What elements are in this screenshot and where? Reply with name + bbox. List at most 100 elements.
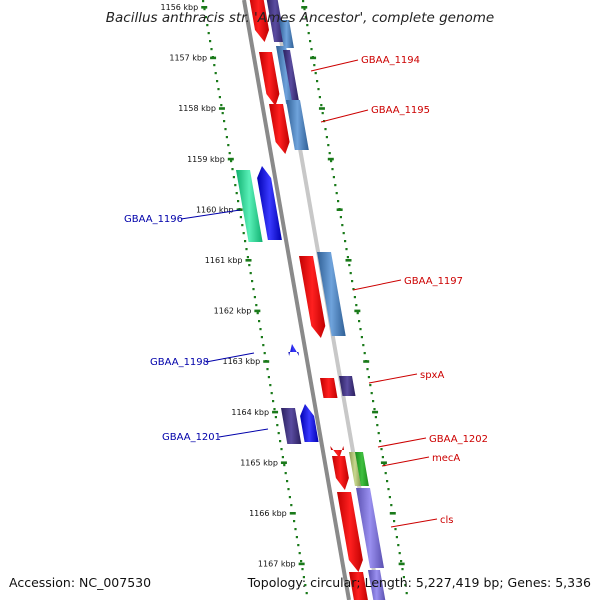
track-dot [259,328,262,331]
track-dot [345,248,348,251]
gene-arrow[interactable] [337,492,363,572]
track-dot [325,136,328,139]
track-dot [246,256,249,259]
track-dot [376,424,379,427]
gene-arrow[interactable] [265,0,286,42]
track-dot [206,24,209,27]
track-dot [218,96,221,99]
gene-label-cls[interactable]: cls [440,515,454,526]
gene-arrow[interactable] [236,170,263,242]
gene-arrow[interactable] [332,456,349,490]
tick-mark-right [301,6,308,9]
gene-label-gbaa-1198[interactable]: GBAA_1198 [150,357,209,368]
track-dot [352,288,355,291]
track-dot [274,416,277,419]
gene-label-gbaa-1202[interactable]: GBAA_1202 [429,434,488,445]
track-dot [373,408,376,411]
gene-arrow[interactable] [355,452,369,486]
tick-mark-left [227,157,234,161]
track-dot [214,72,217,75]
track-dot [398,552,401,555]
track-dot [210,48,213,51]
gene-label-spxa[interactable]: spxA [420,370,444,381]
gene-arrow[interactable] [269,104,290,154]
track-dot [276,424,279,427]
track-dot [363,352,366,355]
gene-arrow[interactable] [349,572,368,600]
track-dot [381,456,384,459]
gene-arrow[interactable] [286,100,309,150]
track-dot [324,128,327,131]
leader-line [218,428,269,438]
track-dot [253,296,256,299]
track-dot [270,392,273,395]
gene-arrow[interactable] [368,570,386,600]
track-dot [348,264,351,267]
tick-mark-left [280,461,287,464]
track-dot [386,480,389,483]
tick-mark-right [310,56,317,60]
gene-arrow[interactable] [299,256,326,338]
track-dot [297,544,300,547]
tick-mark-left [218,107,225,110]
gene-arrow[interactable] [288,344,300,356]
gene-arrow[interactable] [356,488,384,568]
tick-label: 1160 kbp [196,205,234,214]
track-dot [216,80,219,83]
track-dot [339,216,342,219]
track-dot [317,88,320,91]
track-dot [295,536,298,539]
track-dot [272,400,275,403]
tick-label: 1166 kbp [249,509,287,518]
track-dot [231,168,234,171]
gene-arrow[interactable] [281,408,302,444]
track-dot [306,24,309,27]
gene-arrow[interactable] [349,452,361,486]
track-dot [331,168,334,171]
track-dot [252,288,255,291]
track-dot [356,312,359,315]
gene-arrow[interactable] [257,166,282,240]
gene-arrow[interactable] [317,252,346,336]
tick-label: 1165 kbp [240,458,278,467]
gene-label-gbaa-1194[interactable]: GBAA_1194 [361,55,420,66]
track-dot [370,392,373,395]
track-dot [258,320,261,323]
tick-mark-right [327,157,334,161]
track-dot [353,296,356,299]
track-dot [304,584,307,587]
leader-line [180,209,241,220]
track-dot [225,136,228,139]
track-dot [221,112,224,115]
track-dot [334,184,337,187]
gene-label-gbaa-1195[interactable]: GBAA_1195 [371,105,430,116]
leader-line [352,279,402,291]
track-dot [321,112,324,115]
gene-arrow[interactable] [339,376,356,396]
track-dot [307,32,310,35]
track-dot [310,48,313,51]
track-dot [301,568,304,571]
gene-label-gbaa-1201[interactable]: GBAA_1201 [162,432,221,443]
track-dot [349,272,352,275]
leader-line [205,352,255,363]
track-dot [400,560,403,563]
gene-arrow[interactable] [320,378,338,398]
gene-arrow[interactable] [248,0,269,42]
gene-arrow[interactable] [283,50,299,100]
gene-arrow[interactable] [300,404,319,442]
track-dot [287,488,290,491]
track-dot [237,200,240,203]
track-dot [355,304,358,307]
gene-label-gbaa-1196[interactable]: GBAA_1196 [124,214,183,225]
gene-arrow[interactable] [279,20,294,48]
gene-arrow[interactable] [259,52,280,106]
tick-mark-left [201,6,208,9]
track-dot [366,368,369,371]
tick-mark-right [318,107,325,110]
gene-label-meca[interactable]: mecA [432,453,460,464]
track-dot [224,128,227,131]
gene-label-gbaa-1197[interactable]: GBAA_1197 [404,276,463,287]
gene-arrow[interactable] [330,446,344,458]
track-dot [344,240,347,243]
